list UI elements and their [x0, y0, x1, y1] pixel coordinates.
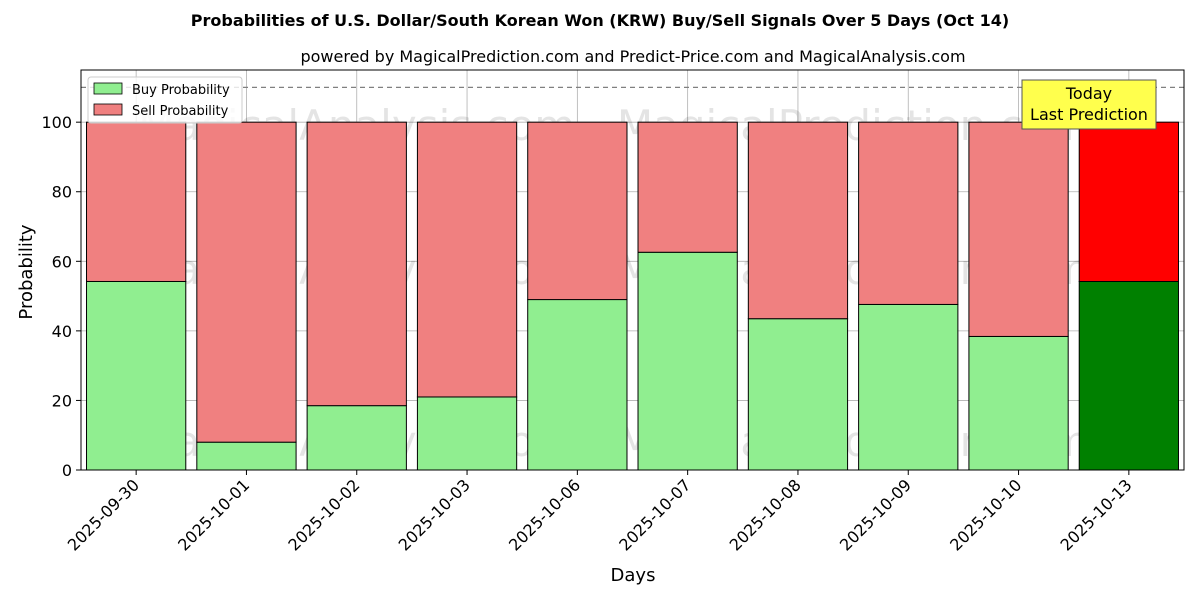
- legend-label-sell: Sell Probability: [132, 104, 229, 119]
- bar-sell: [637, 121, 738, 253]
- legend-swatch-buy: [93, 82, 123, 95]
- y-tick-label: 100: [41, 113, 72, 132]
- annotation-line2: Last Prediction: [1030, 105, 1148, 124]
- bar-sell: [527, 121, 628, 301]
- y-tick-label: 80: [52, 183, 72, 202]
- bar-buy: [306, 405, 407, 471]
- bar-buy: [86, 280, 187, 471]
- bar-sell: [416, 121, 518, 398]
- y-tick-label: 60: [52, 252, 72, 271]
- annotation-line1: Today: [1065, 84, 1112, 103]
- bar-buy: [196, 441, 297, 471]
- bar-sell: [1078, 121, 1179, 282]
- bar-sell: [86, 121, 187, 282]
- bar-buy: [858, 303, 959, 471]
- chart-subtitle: powered by MagicalPrediction.com and Pre…: [300, 47, 965, 66]
- legend-swatch-sell: [93, 103, 123, 116]
- bar-buy: [416, 396, 518, 471]
- bar-sell: [306, 121, 407, 407]
- plot-frame: [80, 69, 1185, 471]
- bar-buy: [1078, 280, 1179, 471]
- bar-sell: [747, 121, 849, 320]
- legend: Buy Probability Sell Probability: [87, 76, 243, 124]
- today-annotation: Today Last Prediction: [1021, 79, 1157, 130]
- bars-layer: [86, 121, 1179, 471]
- bar-buy: [637, 251, 738, 471]
- y-tick-label: 0: [62, 461, 72, 480]
- bar-sell: [196, 121, 297, 443]
- legend-label-buy: Buy Probability: [132, 83, 230, 98]
- annotation-box: [1021, 79, 1157, 130]
- y-tick-label: 20: [52, 391, 72, 410]
- chart-title: Probabilities of U.S. Dollar/South Korea…: [191, 11, 1009, 30]
- bar-buy: [527, 299, 628, 471]
- x-axis-label: Days: [611, 565, 656, 586]
- y-axis-label: Probability: [16, 224, 37, 319]
- bar-buy: [747, 318, 849, 471]
- bar-buy: [968, 335, 1069, 471]
- bar-sell: [968, 121, 1069, 337]
- legend-box: [87, 76, 243, 124]
- y-tick-label: 40: [52, 322, 72, 341]
- bar-sell: [858, 121, 959, 305]
